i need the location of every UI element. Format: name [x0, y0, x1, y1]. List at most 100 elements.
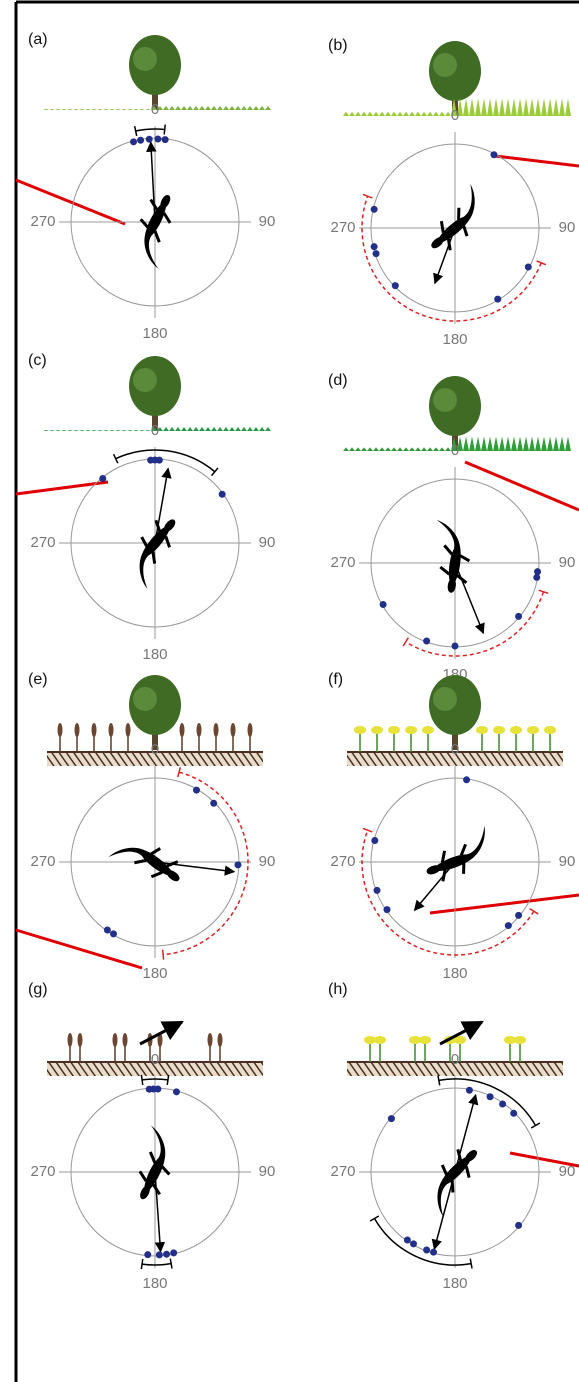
- angle-tick-label: 270: [30, 853, 55, 870]
- observation-point: [156, 457, 163, 464]
- observation-point: [374, 887, 381, 894]
- angle-tick-label: 0: [451, 741, 459, 758]
- plant-head: [78, 1033, 83, 1047]
- observation-point: [510, 1110, 517, 1117]
- panel-label: (g): [28, 981, 48, 998]
- tree-crown: [433, 687, 457, 711]
- observation-point: [219, 491, 226, 498]
- observation-point: [494, 296, 501, 303]
- angle-tick-label: 0: [451, 1051, 459, 1068]
- plant-head: [419, 1036, 431, 1044]
- observation-point: [163, 1251, 170, 1258]
- confidence-cap: [164, 125, 165, 135]
- angle-tick-label: 180: [442, 965, 467, 982]
- tree-crown: [133, 47, 157, 71]
- angle-tick-label: 270: [30, 534, 55, 551]
- observation-point: [373, 250, 380, 257]
- plant-head: [113, 1033, 118, 1047]
- observation-point: [452, 643, 459, 650]
- observation-point: [430, 1249, 437, 1256]
- plant-head: [493, 726, 505, 734]
- observation-point: [110, 930, 117, 937]
- panel-label: (f): [328, 671, 343, 688]
- plant-head: [354, 726, 366, 734]
- angle-tick-label: 180: [142, 965, 167, 982]
- observation-point: [466, 1087, 473, 1094]
- plant-head: [514, 1036, 526, 1044]
- angle-tick-label: 180: [142, 646, 167, 663]
- observation-point: [423, 637, 430, 644]
- observation-point: [154, 1086, 161, 1093]
- observation-point: [170, 1249, 177, 1256]
- plant-head: [214, 723, 219, 737]
- plant-head: [476, 726, 488, 734]
- plant-head: [422, 726, 434, 734]
- observation-point: [410, 1240, 417, 1247]
- observation-point: [104, 926, 111, 933]
- tree-crown: [133, 687, 157, 711]
- observation-point: [371, 243, 378, 250]
- observation-point: [146, 136, 153, 143]
- observation-point: [162, 136, 169, 143]
- angle-tick-label: 0: [451, 107, 459, 124]
- observation-point: [380, 601, 387, 608]
- observation-point: [515, 613, 522, 620]
- observation-point: [173, 1088, 180, 1095]
- angle-tick-label: 90: [259, 534, 276, 551]
- observation-point: [490, 151, 497, 158]
- observation-point: [487, 1093, 494, 1100]
- confidence-cap: [163, 950, 164, 960]
- tree-crown: [133, 368, 157, 392]
- angle-tick-label: 0: [151, 1051, 159, 1068]
- angle-tick-label: 270: [30, 1163, 55, 1180]
- plant-head: [126, 723, 131, 737]
- angle-tick-label: 0: [151, 422, 159, 439]
- plant-head: [405, 726, 417, 734]
- figure: (a) 0 90 180 270 (b) 0 90 180 270 (c) 0 90 180 270 (d) 0…: [0, 0, 579, 1382]
- observation-point: [525, 263, 532, 270]
- angle-tick-label: 270: [330, 554, 355, 571]
- plant-head: [68, 1033, 73, 1047]
- observation-point: [463, 776, 470, 783]
- observation-point: [193, 787, 200, 794]
- plant-head: [248, 723, 253, 737]
- angle-tick-label: 180: [442, 1275, 467, 1292]
- angle-tick-label: 90: [559, 219, 576, 236]
- observation-point: [499, 1101, 506, 1108]
- panel-label: (b): [328, 37, 348, 54]
- plant-head: [527, 726, 539, 734]
- plant-head: [92, 723, 97, 737]
- panel-label: (d): [328, 372, 348, 389]
- plant-head: [208, 1033, 213, 1047]
- angle-tick-label: 90: [559, 853, 576, 870]
- angle-tick-label: 270: [330, 853, 355, 870]
- observation-point: [384, 906, 391, 913]
- angle-tick-label: 90: [259, 213, 276, 230]
- plant-head: [231, 723, 236, 737]
- plant-head: [371, 726, 383, 734]
- tree-crown: [433, 53, 457, 77]
- observation-point: [234, 861, 241, 868]
- plant-head: [58, 723, 63, 737]
- observation-point: [371, 206, 378, 213]
- observation-point: [533, 574, 540, 581]
- panel-label: (c): [28, 352, 47, 369]
- observation-point: [404, 1236, 411, 1243]
- observation-point: [99, 475, 106, 482]
- observation-point: [388, 1115, 395, 1122]
- plant-head: [544, 726, 556, 734]
- observation-point: [515, 912, 522, 919]
- angle-tick-label: 0: [151, 101, 159, 118]
- panel-label: (a): [28, 31, 48, 48]
- plant-head: [197, 723, 202, 737]
- plant-head: [123, 1033, 128, 1047]
- observation-point: [392, 282, 399, 289]
- tree-crown: [433, 388, 457, 412]
- plant-head: [75, 723, 80, 737]
- panel-label: (e): [28, 671, 48, 688]
- angle-tick-label: 90: [559, 554, 576, 571]
- observation-point: [515, 1222, 522, 1229]
- angle-tick-label: 0: [451, 442, 459, 459]
- angle-tick-label: 270: [30, 213, 55, 230]
- observation-point: [210, 800, 217, 807]
